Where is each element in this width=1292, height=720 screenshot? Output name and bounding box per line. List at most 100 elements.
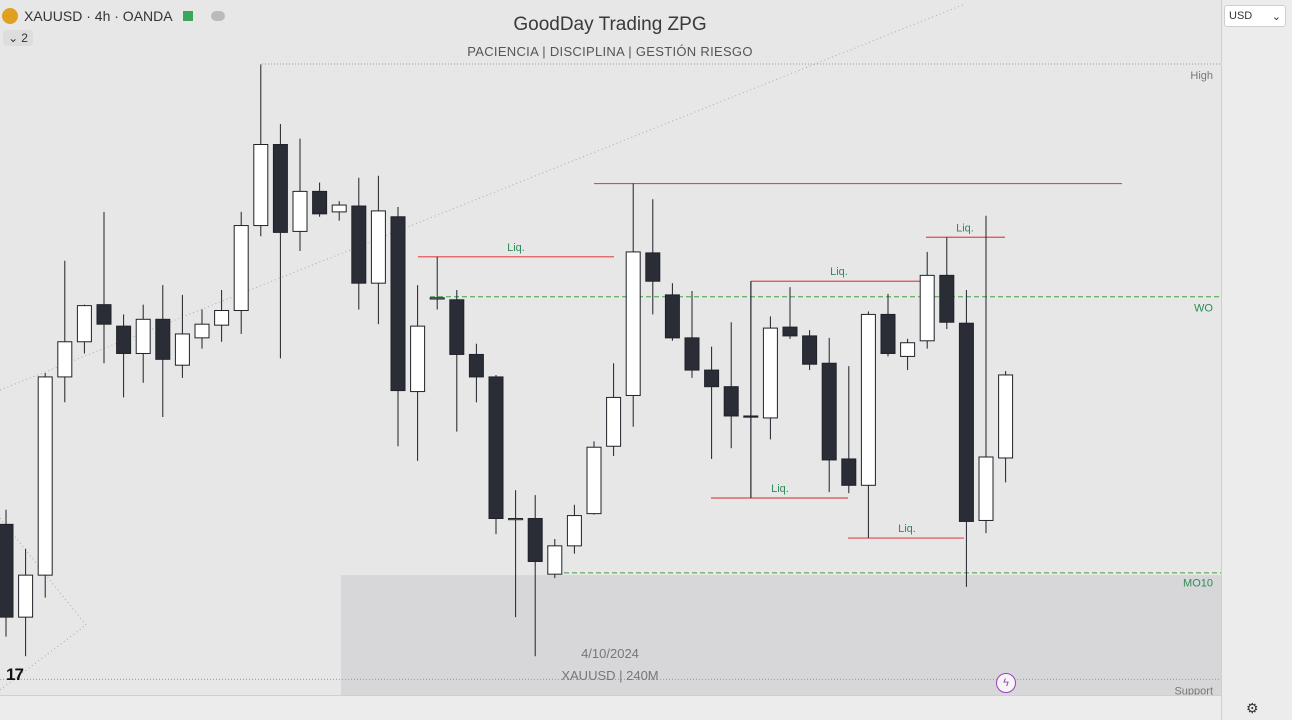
- candle-body: [919, 274, 935, 342]
- candle: [841, 366, 857, 494]
- candle: [782, 287, 798, 339]
- chart-title: GoodDay Trading ZPG: [513, 14, 707, 35]
- candle: [37, 373, 53, 598]
- candle: [625, 183, 641, 427]
- candle: [939, 237, 955, 330]
- level-label: WO: [1194, 302, 1213, 314]
- candle-body: [96, 304, 112, 325]
- candle-body: [802, 335, 818, 365]
- candle: [76, 304, 92, 354]
- layers-toggle[interactable]: ⌄ 2: [3, 30, 33, 46]
- candle-body: [253, 144, 269, 227]
- candle: [312, 182, 328, 217]
- candle: [370, 175, 386, 325]
- candle-body: [821, 362, 837, 461]
- candle-body: [723, 386, 739, 417]
- candle: [155, 285, 171, 417]
- candle: [645, 199, 661, 315]
- candle-body: [18, 574, 34, 618]
- candle-body: [782, 326, 798, 337]
- liq-label: Liq.: [830, 266, 848, 278]
- candle-body: [0, 523, 14, 618]
- candle-body: [743, 415, 759, 418]
- candle-body: [998, 374, 1014, 459]
- candle: [0, 509, 14, 637]
- time-axis[interactable]: [0, 695, 1221, 720]
- candle-body: [488, 376, 504, 520]
- liq-label: Liq.: [771, 483, 789, 495]
- candle-body: [606, 396, 622, 447]
- candle: [253, 64, 269, 237]
- candle: [704, 346, 720, 459]
- candle: [743, 281, 759, 499]
- candle: [723, 322, 739, 449]
- level-label: MO10: [1183, 578, 1213, 590]
- minus-icon[interactable]: [210, 11, 225, 21]
- candle: [468, 343, 484, 403]
- candle: [292, 138, 308, 251]
- candle-body: [410, 325, 426, 393]
- candle-body: [860, 313, 876, 486]
- chart-subtitle: PACIENCIA | DISCIPLINA | GESTIÓN RIESGO: [467, 44, 753, 59]
- support-zone: [341, 575, 1221, 695]
- candle-body: [900, 342, 916, 357]
- candle-body: [527, 518, 543, 562]
- watermark-caption: XAUUSD | 240M: [561, 668, 659, 683]
- candle: [508, 490, 524, 618]
- candle: [566, 504, 582, 554]
- candle-body: [958, 322, 974, 522]
- candle-body: [664, 294, 680, 339]
- candle: [272, 124, 288, 359]
- candle-body: [351, 205, 367, 284]
- candle-body: [429, 297, 445, 300]
- candle: [586, 441, 602, 515]
- candle: [449, 290, 465, 432]
- symbol-header[interactable]: XAUUSD · 4h · OANDA: [2, 4, 225, 28]
- candle: [57, 260, 73, 403]
- candle-body: [625, 251, 641, 396]
- candle-body: [214, 310, 230, 326]
- watermark-date: 4/10/2024: [581, 646, 639, 661]
- candle: [390, 207, 406, 447]
- candle: [684, 290, 700, 378]
- chevron-down-icon: ⌄: [8, 31, 19, 45]
- candle: [174, 294, 190, 378]
- candle: [978, 215, 994, 534]
- lightning-icon[interactable]: ϟ: [996, 673, 1016, 693]
- candle-body: [939, 274, 955, 323]
- candle: [194, 309, 210, 349]
- liq-label: Liq.: [898, 523, 916, 535]
- candle-body: [841, 458, 857, 486]
- candle: [762, 316, 778, 440]
- candle-body: [547, 545, 563, 575]
- candle: [900, 338, 916, 371]
- candle: [664, 283, 680, 341]
- symbol-title[interactable]: XAUUSD · 4h · OANDA: [24, 8, 173, 24]
- level-label: High: [1190, 70, 1213, 82]
- currency-value: USD: [1229, 10, 1253, 22]
- tradingview-logo-icon[interactable]: 17: [6, 665, 24, 684]
- candle: [880, 293, 896, 357]
- candle: [18, 548, 34, 657]
- currency-select[interactable]: USD ⌄: [1224, 5, 1286, 27]
- candle-body: [880, 313, 896, 354]
- candle-body: [468, 353, 484, 378]
- candle-body: [762, 327, 778, 419]
- candle: [998, 371, 1014, 483]
- candle: [919, 251, 935, 349]
- candle: [606, 363, 622, 457]
- candle-body: [76, 305, 92, 343]
- candle: [331, 201, 347, 221]
- layers-count: 2: [21, 31, 28, 45]
- candle-body: [135, 318, 151, 354]
- candle: [860, 311, 876, 539]
- gear-icon[interactable]: ⚙: [1246, 700, 1259, 716]
- flag-icon[interactable]: [182, 11, 193, 21]
- price-axis[interactable]: [1221, 0, 1292, 720]
- liq-label: Liq.: [956, 222, 974, 234]
- chevron-down-icon: ⌄: [1271, 10, 1281, 23]
- candle-body: [37, 376, 53, 576]
- candle-body: [174, 333, 190, 366]
